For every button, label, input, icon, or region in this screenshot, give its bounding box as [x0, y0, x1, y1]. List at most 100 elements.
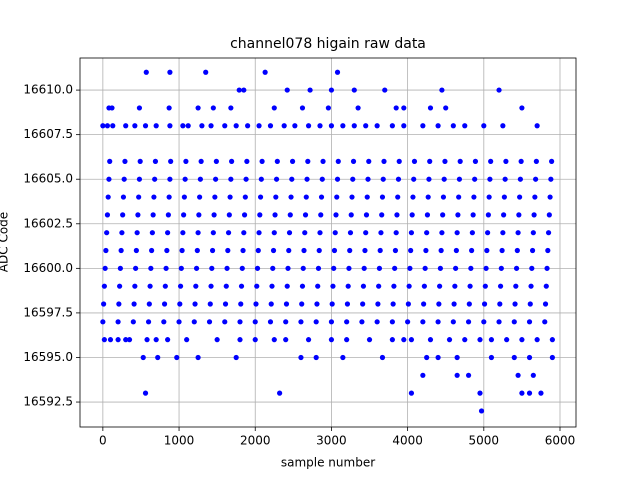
data-point [457, 158, 463, 164]
data-point [545, 230, 552, 236]
data-point [531, 212, 537, 218]
data-point [196, 212, 202, 218]
data-point [199, 123, 205, 129]
data-point [148, 265, 154, 271]
data-point [241, 212, 248, 218]
data-point [109, 105, 115, 111]
data-point [503, 158, 509, 164]
data-point [465, 372, 472, 378]
data-point [500, 123, 506, 129]
data-point [151, 194, 157, 200]
data-point [252, 319, 258, 325]
data-point [292, 123, 298, 129]
grid [80, 58, 576, 427]
data-point [318, 194, 325, 200]
data-point [441, 176, 447, 182]
data-point [117, 265, 123, 271]
data-point [193, 283, 199, 289]
data-point [208, 283, 214, 289]
data-point [439, 230, 445, 236]
data-point [106, 176, 112, 182]
data-point [330, 283, 336, 289]
data-point [213, 176, 219, 182]
data-point [258, 176, 264, 182]
data-point [286, 230, 293, 236]
data-point [101, 337, 107, 343]
data-point [153, 123, 159, 129]
data-point [504, 337, 510, 343]
x-tick-label: 2000 [240, 434, 271, 448]
data-point [316, 247, 322, 254]
data-point [351, 123, 357, 129]
data-point [517, 194, 523, 200]
data-point [142, 390, 149, 396]
data-point [118, 247, 124, 254]
data-point [161, 301, 168, 307]
data-point [179, 247, 185, 254]
data-point [303, 194, 309, 200]
data-point [344, 301, 351, 307]
data-point [349, 194, 355, 200]
data-point [425, 194, 431, 200]
data-point [152, 158, 159, 164]
data-point [222, 319, 228, 325]
data-point [547, 194, 553, 200]
data-point [516, 212, 522, 218]
data-point [526, 354, 533, 361]
data-point [262, 69, 268, 75]
data-point [107, 337, 114, 343]
data-point [350, 158, 357, 164]
data-point [104, 230, 110, 236]
data-point [346, 265, 352, 271]
data-point [499, 247, 505, 254]
data-point [511, 319, 517, 325]
data-point [453, 265, 459, 271]
data-point [168, 158, 174, 164]
data-point [454, 354, 460, 361]
data-point [123, 337, 129, 343]
data-point [519, 337, 525, 343]
data-point [374, 319, 380, 325]
data-point [132, 123, 138, 129]
data-point [533, 176, 539, 182]
data-point [435, 123, 441, 129]
data-point [331, 265, 337, 271]
data-point [166, 105, 172, 111]
data-point [210, 105, 216, 111]
data-point [382, 87, 388, 93]
data-point [272, 212, 278, 218]
data-point [394, 212, 400, 218]
data-point [207, 301, 213, 307]
data-point [482, 283, 488, 289]
data-point [254, 265, 261, 271]
data-point [332, 230, 338, 236]
data-point [488, 354, 495, 361]
data-point [203, 69, 209, 75]
data-point [212, 194, 218, 200]
data-point [498, 265, 504, 271]
data-point [300, 265, 306, 271]
data-point [101, 283, 107, 289]
data-point [299, 105, 306, 111]
data-point [238, 283, 245, 289]
data-point [100, 319, 106, 325]
data-point [180, 123, 186, 129]
data-point [289, 176, 295, 182]
y-tick-label: 16605.0 [23, 172, 73, 186]
data-point [435, 354, 441, 361]
data-point [501, 194, 507, 200]
data-point [527, 301, 533, 307]
data-point [469, 247, 475, 254]
data-point [347, 247, 353, 254]
data-point [268, 301, 274, 307]
data-point [420, 319, 426, 325]
data-point [177, 301, 183, 307]
data-point [195, 354, 201, 361]
data-point [271, 337, 277, 343]
data-point [437, 265, 443, 271]
data-point [100, 123, 106, 129]
y-tick-label: 16610.0 [23, 83, 73, 97]
data-point [519, 390, 525, 396]
data-point [299, 301, 305, 307]
y-tick-label: 16595.0 [23, 350, 73, 364]
